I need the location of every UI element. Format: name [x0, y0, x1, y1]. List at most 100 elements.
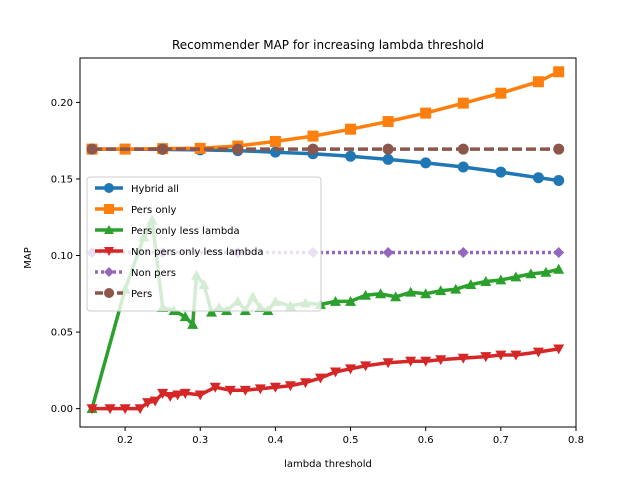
legend: Hybrid all Pers only Pers only less lambda…	[86, 176, 322, 312]
data-point-4-25	[420, 356, 432, 367]
data-point-4-26	[435, 355, 447, 366]
data-point-4-23	[382, 358, 394, 369]
data-point-3-32	[465, 279, 477, 290]
data-point-4-19	[314, 373, 326, 384]
y-tick-label-1: 0.00	[51, 404, 73, 415]
data-point-4-24	[405, 356, 417, 367]
data-point-4-16	[269, 382, 281, 393]
x-tick-label-3: 0.4	[267, 435, 283, 446]
legend-marker-5	[104, 267, 114, 277]
axes: 0.2 0.3 0.4 0.5 0.6 0.7 0.8 0.00 0.05 0.10 0.15 0.2…	[51, 57, 584, 446]
legend-marker-2	[104, 204, 114, 214]
data-point-4-22	[360, 361, 372, 372]
data-point-4-10	[179, 388, 191, 399]
data-point-4-13	[224, 385, 236, 396]
x-tick-label-5: 0.6	[418, 435, 434, 446]
data-point-1-8	[345, 150, 357, 162]
data-point-1-13	[532, 172, 544, 184]
x-axis-label: lambda threshold	[284, 459, 372, 470]
y-tick-label-5: 0.20	[51, 98, 73, 109]
data-point-3-30	[435, 285, 447, 296]
data-point-6-1	[86, 143, 98, 155]
data-point-1-12	[495, 166, 507, 178]
data-point-4-2	[104, 404, 116, 415]
data-point-4-29	[495, 350, 507, 361]
data-point-3-33	[480, 276, 492, 286]
data-point-2-12	[495, 87, 507, 99]
data-point-3-34	[495, 274, 507, 285]
series-4	[86, 344, 565, 415]
data-point-4-14	[239, 385, 251, 396]
data-point-6-3	[232, 143, 244, 155]
data-point-4-9	[172, 390, 184, 401]
legend-label-5: Non pers	[131, 268, 176, 279]
data-point-4-1	[86, 404, 98, 415]
data-point-6-4	[307, 143, 319, 155]
x-tick-label-2: 0.3	[192, 435, 208, 446]
series-6	[86, 143, 565, 155]
y-axis-label: MAP	[23, 247, 34, 269]
data-point-3-35	[510, 271, 522, 282]
data-point-4-12	[209, 382, 221, 393]
data-point-5-6	[457, 246, 469, 258]
x-tick-label-4: 0.5	[343, 435, 359, 446]
data-point-1-14	[553, 174, 565, 186]
data-point-6-6	[457, 143, 469, 155]
legend-marker-4	[104, 247, 114, 256]
data-point-3-7	[179, 311, 191, 322]
data-point-3-37	[540, 266, 552, 277]
plot-frame	[79, 57, 577, 428]
legend-label-4: Non pers only less lambda	[131, 247, 263, 258]
data-point-2-7	[307, 130, 319, 142]
data-point-4-11	[194, 390, 206, 401]
legend-label-2: Pers only	[131, 205, 177, 216]
data-point-4-30	[510, 350, 522, 361]
chart-title: Recommender MAP for increasing lambda th…	[172, 38, 484, 52]
data-point-3-24	[345, 295, 357, 306]
data-point-6-7	[553, 143, 565, 155]
legend-label-6: Pers	[131, 289, 152, 300]
data-point-6-5	[382, 143, 394, 155]
data-point-1-9	[382, 153, 394, 165]
data-point-2-9	[382, 116, 394, 128]
data-point-3-8	[187, 318, 199, 329]
legend-marker-1	[104, 183, 114, 193]
legend-label-3: Pers only less lambda	[131, 226, 240, 237]
data-point-4-18	[299, 378, 311, 389]
data-point-4-17	[284, 381, 296, 392]
data-point-3-25	[360, 289, 372, 300]
data-point-6-2	[157, 143, 169, 155]
data-point-3-31	[450, 283, 462, 294]
legend-box	[86, 176, 322, 312]
data-point-2-14	[553, 66, 565, 78]
data-point-2-6	[269, 135, 281, 147]
data-point-3-23	[330, 295, 342, 306]
data-point-1-10	[420, 157, 432, 169]
data-point-4-7	[157, 388, 169, 399]
data-point-4-31	[532, 347, 544, 358]
data-point-4-4	[134, 404, 146, 415]
data-point-3-27	[390, 291, 402, 302]
legend-label-1: Hybrid all	[131, 184, 179, 195]
data-point-3-26	[375, 288, 387, 299]
x-tick-label-7: 0.8	[568, 435, 584, 446]
legend-marker-6	[104, 288, 114, 298]
data-point-4-28	[480, 352, 492, 363]
data-point-4-32	[553, 344, 565, 355]
y-tick-label-3: 0.10	[51, 251, 73, 262]
data-point-2-13	[532, 76, 544, 88]
data-point-4-20	[330, 367, 342, 378]
data-point-2-8	[345, 123, 357, 135]
data-point-3-28	[405, 286, 417, 297]
data-point-4-3	[119, 404, 131, 415]
data-point-4-6	[149, 396, 161, 407]
data-point-2-11	[457, 97, 469, 109]
data-point-4-21	[345, 364, 357, 375]
data-point-4-27	[457, 353, 469, 364]
legend-marker-3	[104, 225, 114, 234]
data-point-3-38	[553, 263, 565, 274]
data-point-5-7	[553, 246, 565, 258]
data-point-1-11	[457, 161, 469, 173]
x-tick-label-6: 0.7	[493, 435, 509, 446]
